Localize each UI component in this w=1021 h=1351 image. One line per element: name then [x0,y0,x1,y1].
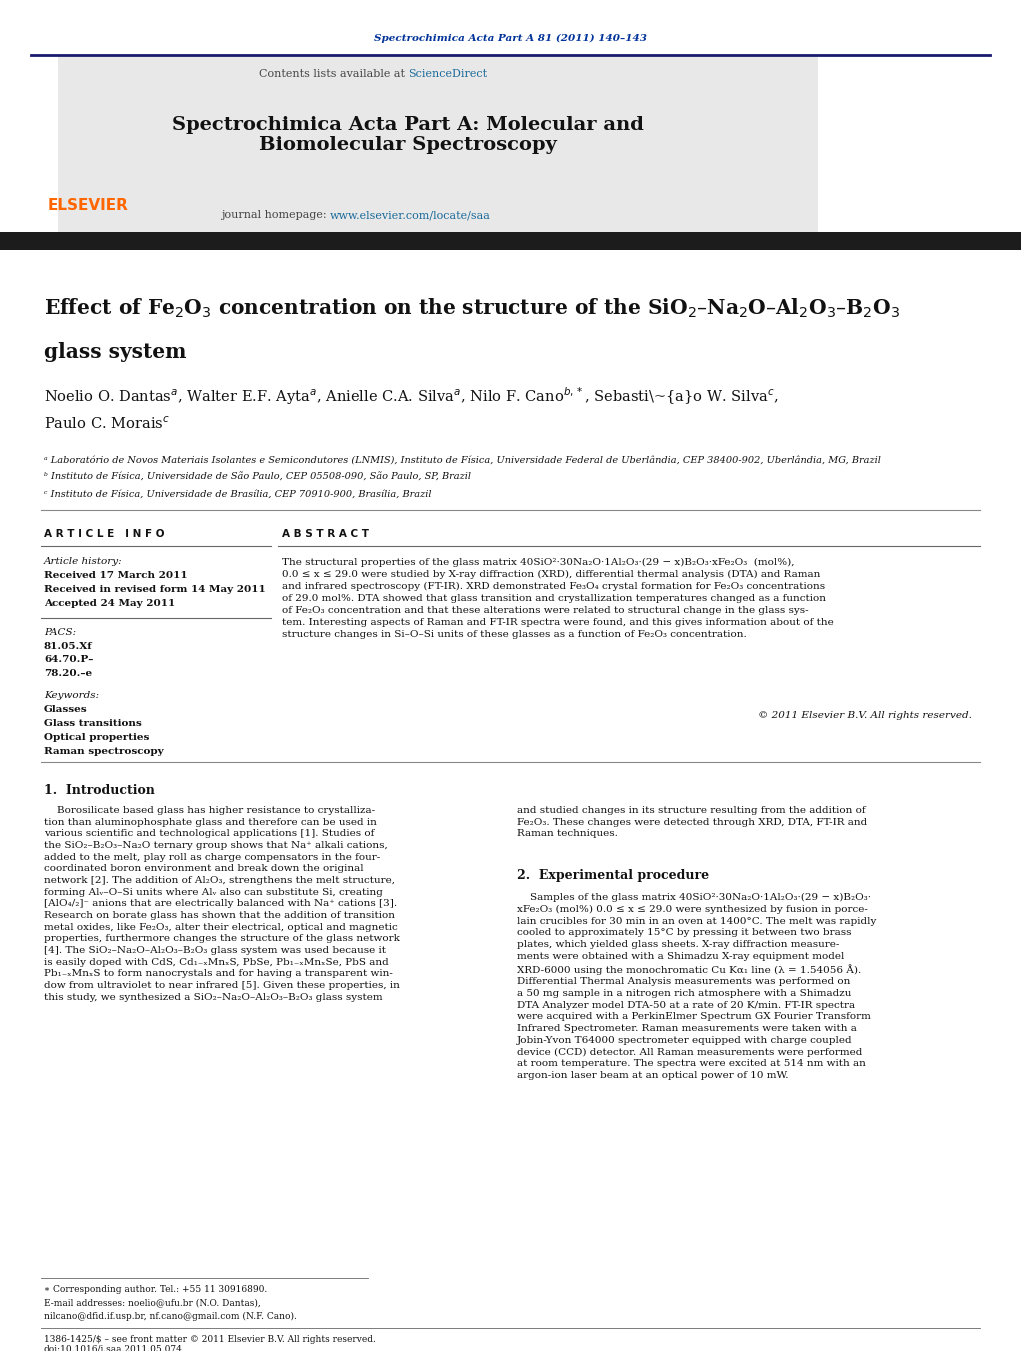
Text: glass system: glass system [44,342,187,362]
Text: Spectrochimica Acta Part A 81 (2011) 140–143: Spectrochimica Acta Part A 81 (2011) 140… [374,34,647,43]
Text: Paulo C. Morais$^c$: Paulo C. Morais$^c$ [44,416,169,432]
Text: A B S T R A C T: A B S T R A C T [282,530,369,539]
Text: Received 17 March 2011: Received 17 March 2011 [44,571,188,581]
Text: PACS:: PACS: [44,627,77,636]
Text: Glass transitions: Glass transitions [44,720,142,728]
Text: 1.  Introduction: 1. Introduction [44,784,155,797]
Text: Raman spectroscopy: Raman spectroscopy [44,747,163,757]
Text: Spectrochimica Acta Part A: Molecular and
Biomolecular Spectroscopy: Spectrochimica Acta Part A: Molecular an… [173,116,644,154]
Text: ELSEVIER: ELSEVIER [48,197,129,212]
Text: doi:10.1016/j.saa.2011.05.074: doi:10.1016/j.saa.2011.05.074 [44,1344,183,1351]
Text: 2.  Experimental procedure: 2. Experimental procedure [517,870,710,882]
Text: The structural properties of the glass matrix 40SiO²·30Na₂O·1Al₂O₃·(29 − x)B₂O₃·: The structural properties of the glass m… [282,558,834,639]
Text: 64.70.P–: 64.70.P– [44,655,93,665]
Text: ∗ Corresponding author. Tel.: +55 11 30916890.: ∗ Corresponding author. Tel.: +55 11 309… [44,1286,268,1294]
Text: 1386-1425/$ – see front matter © 2011 Elsevier B.V. All rights reserved.: 1386-1425/$ – see front matter © 2011 El… [44,1335,376,1343]
Text: Glasses: Glasses [44,705,88,715]
Text: Optical properties: Optical properties [44,734,149,743]
Text: ᶜ Instituto de Física, Universidade de Brasília, CEP 70910-900, Brasília, Brazil: ᶜ Instituto de Física, Universidade de B… [44,489,432,499]
Text: © 2011 Elsevier B.V. All rights reserved.: © 2011 Elsevier B.V. All rights reserved… [759,711,972,720]
Text: Noelio O. Dantas$^a$, Walter E.F. Ayta$^a$, Anielle C.A. Silva$^a$, Nilo F. Cano: Noelio O. Dantas$^a$, Walter E.F. Ayta$^… [44,385,779,407]
Text: Contents lists available at: Contents lists available at [258,69,408,78]
Text: Keywords:: Keywords: [44,692,99,701]
Text: Effect of Fe$_2$O$_3$ concentration on the structure of the SiO$_2$–Na$_2$O–Al$_: Effect of Fe$_2$O$_3$ concentration on t… [44,296,900,320]
Text: Borosilicate based glass has higher resistance to crystalliza-
tion than alumino: Borosilicate based glass has higher resi… [44,807,400,1001]
FancyBboxPatch shape [58,55,818,242]
Text: E-mail addresses: noelio@ufu.br (N.O. Dantas),: E-mail addresses: noelio@ufu.br (N.O. Da… [44,1298,260,1308]
Text: and studied changes in its structure resulting from the addition of
Fe₂O₃. These: and studied changes in its structure res… [517,807,867,839]
Text: ᵇ Instituto de Física, Universidade de São Paulo, CEP 05508-090, São Paulo, SP, : ᵇ Instituto de Física, Universidade de S… [44,473,471,481]
Text: www.elsevier.com/locate/saa: www.elsevier.com/locate/saa [330,209,491,220]
Text: 81.05.Xf: 81.05.Xf [44,642,93,650]
Text: 78.20.–e: 78.20.–e [44,670,92,678]
Text: ᵃ Laboratório de Novos Materiais Isolantes e Semicondutores (LNMIS), Instituto d: ᵃ Laboratório de Novos Materiais Isolant… [44,455,881,465]
Text: journal homepage:: journal homepage: [221,209,330,220]
Text: Samples of the glass matrix 40SiO²·30Na₂O·1Al₂O₃·(29 − x)B₂O₃·
xFe₂O₃ (mol%) 0.0: Samples of the glass matrix 40SiO²·30Na₂… [517,893,876,1079]
Text: A R T I C L E   I N F O: A R T I C L E I N F O [44,530,164,539]
Text: Received in revised form 14 May 2011: Received in revised form 14 May 2011 [44,585,265,594]
Text: Article history:: Article history: [44,557,123,566]
Text: ScienceDirect: ScienceDirect [408,69,487,78]
Text: Accepted 24 May 2011: Accepted 24 May 2011 [44,600,176,608]
Text: nilcano@dfid.if.usp.br, nf.cano@gmail.com (N.F. Cano).: nilcano@dfid.if.usp.br, nf.cano@gmail.co… [44,1312,297,1320]
FancyBboxPatch shape [0,232,1021,250]
